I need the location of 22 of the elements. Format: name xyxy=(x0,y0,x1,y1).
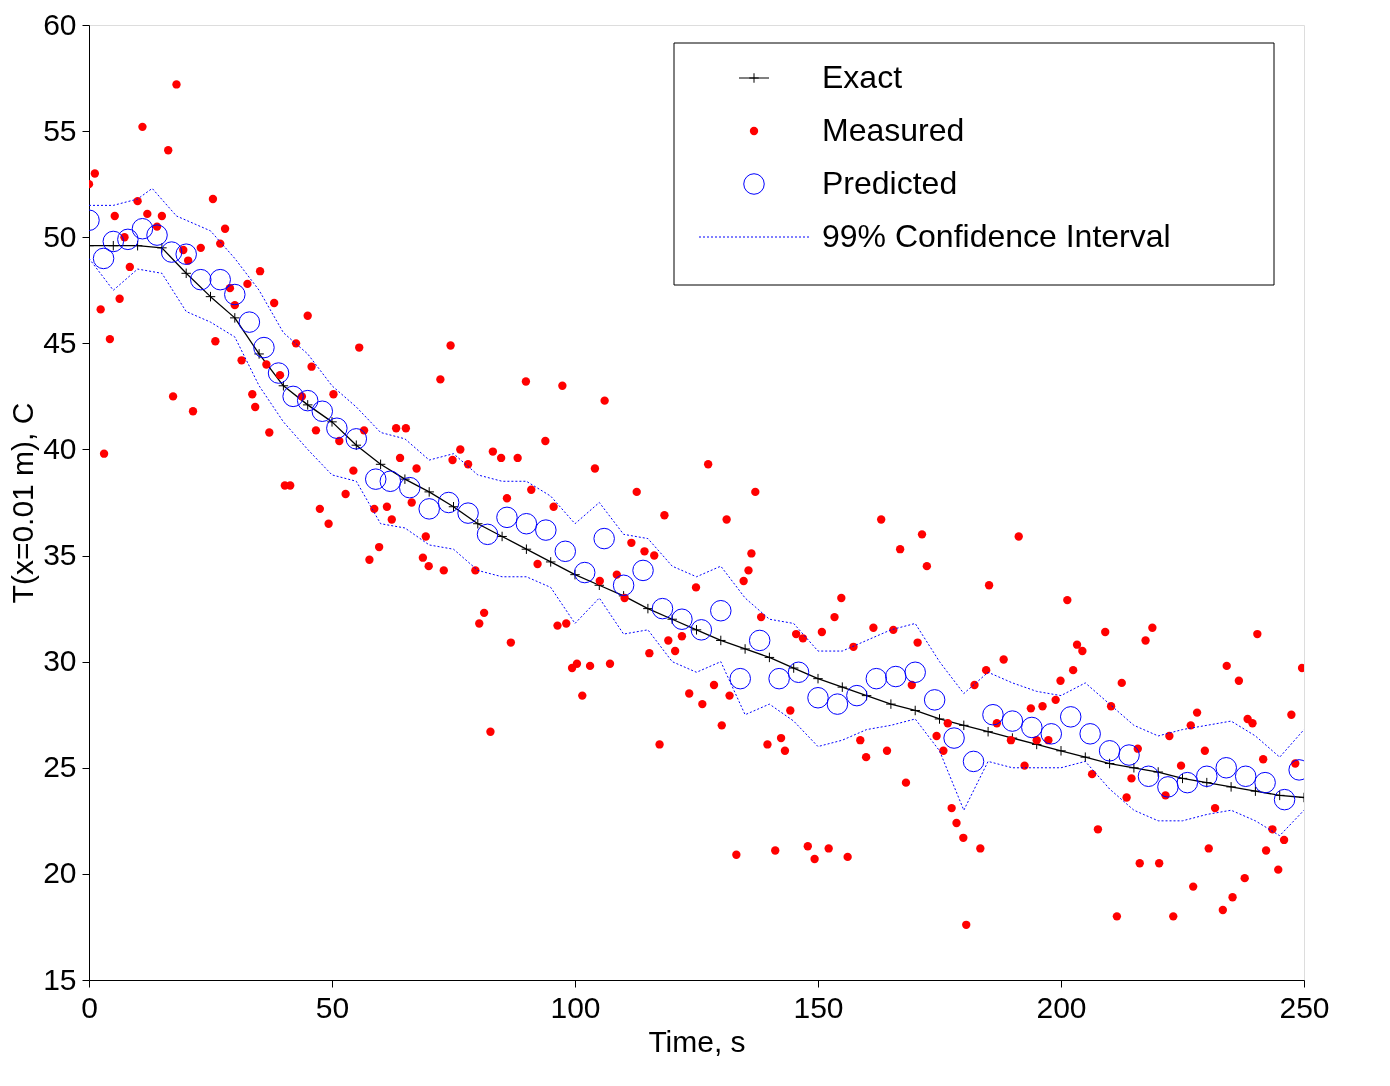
y-tick-label: 20 xyxy=(43,856,77,890)
legend-label: Exact xyxy=(822,59,903,95)
y-tick-label: 60 xyxy=(43,7,77,41)
y-axis-title: T(x=0.01 m), C xyxy=(6,402,40,604)
x-tick-label: 50 xyxy=(315,990,350,1024)
x-tick-label: 250 xyxy=(1279,990,1330,1024)
legend-label: Predicted xyxy=(822,165,958,201)
y-tick-label: 50 xyxy=(43,219,77,253)
y-tick-label: 25 xyxy=(43,750,77,784)
y-tick-label: 30 xyxy=(43,644,77,678)
y-tick-label: 15 xyxy=(43,962,77,996)
y-tick-label: 45 xyxy=(43,325,77,359)
legend-label: Measured xyxy=(822,112,965,148)
x-tick-label: 0 xyxy=(81,990,98,1024)
y-tick-label: 55 xyxy=(43,113,77,147)
x-tick-label: 150 xyxy=(793,990,844,1024)
y-tick-label: 40 xyxy=(43,431,77,465)
y-tick-label: 35 xyxy=(43,538,77,572)
legend-label: 99% Confidence Interval xyxy=(822,218,1171,254)
x-axis-title: Time, s xyxy=(648,1024,746,1058)
x-tick-label: 200 xyxy=(1036,990,1087,1024)
x-tick-label: 100 xyxy=(550,990,601,1024)
